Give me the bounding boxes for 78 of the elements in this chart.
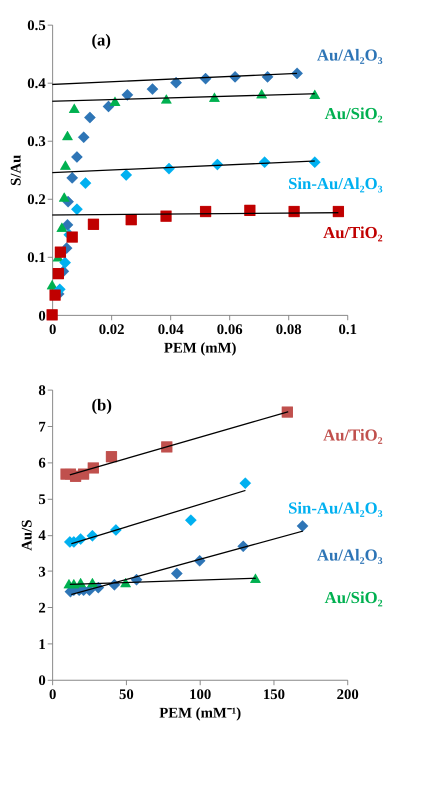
annotation: (a) xyxy=(91,30,111,50)
x-tick-label: 50 xyxy=(119,686,134,703)
point xyxy=(60,160,71,170)
point xyxy=(62,130,73,140)
x-tick-label: 150 xyxy=(262,686,286,703)
point xyxy=(88,218,100,230)
point xyxy=(288,206,300,218)
point xyxy=(296,520,308,532)
series-label: Au/Al₂O₃ xyxy=(316,545,383,564)
point xyxy=(84,112,96,124)
x-tick-label: 0.06 xyxy=(216,322,243,338)
point xyxy=(58,192,70,202)
y-tick-label: 3 xyxy=(38,564,46,580)
series-label: Au/TiO₂ xyxy=(323,426,383,445)
x-tick-label: 0.02 xyxy=(98,322,125,338)
y-tick-label: 0 xyxy=(38,308,46,324)
point xyxy=(110,96,120,106)
point xyxy=(66,231,78,243)
x-tick-label: 0 xyxy=(48,322,56,338)
y-axis-title: S/Au xyxy=(8,154,24,186)
point xyxy=(282,406,293,418)
x-axis-title: PEM (mM⁻¹) xyxy=(159,706,242,722)
point xyxy=(308,156,321,168)
point xyxy=(184,514,197,526)
point xyxy=(54,246,66,258)
y-tick-label: 0.5 xyxy=(27,18,46,34)
series-label: Sin-Au/Al₂O₃ xyxy=(288,174,383,193)
y-axis-title: Au/S xyxy=(19,520,36,551)
point xyxy=(120,169,132,181)
point xyxy=(68,104,80,113)
x-tick-label: 0 xyxy=(48,686,56,703)
x-tick-label: 100 xyxy=(189,686,212,703)
annotation: (b) xyxy=(91,395,112,414)
y-tick-label: 7 xyxy=(38,419,46,436)
y-tick-label: 8 xyxy=(38,383,46,400)
point xyxy=(170,76,182,89)
y-tick-label: 0.1 xyxy=(27,250,46,266)
point xyxy=(71,203,83,216)
x-tick-label: 0.1 xyxy=(338,322,357,338)
point xyxy=(46,280,58,290)
point xyxy=(309,90,320,100)
point xyxy=(106,451,118,462)
y-tick-label: 0 xyxy=(38,673,46,690)
y-tick-label: 2 xyxy=(38,600,46,617)
point xyxy=(78,131,90,144)
x-tick-label: 200 xyxy=(336,686,359,703)
point xyxy=(332,206,344,218)
point xyxy=(56,222,68,232)
y-tick-label: 0.3 xyxy=(27,134,46,150)
x-axis-title: PEM (mM) xyxy=(164,340,237,357)
point xyxy=(52,268,64,280)
point xyxy=(80,177,92,189)
x-tick-label: 0.04 xyxy=(158,322,184,338)
point xyxy=(71,151,83,163)
series-label: Au/TiO₂ xyxy=(323,223,383,242)
point xyxy=(160,94,172,104)
point xyxy=(62,219,74,231)
series-label: Au/SiO₂ xyxy=(324,104,383,123)
y-tick-label: 6 xyxy=(38,456,46,472)
point xyxy=(46,309,58,320)
text: Sin-Au/Al₂O₃ xyxy=(288,498,383,518)
point xyxy=(122,89,134,101)
y-tick-label: 4 xyxy=(38,528,46,544)
point xyxy=(239,477,252,490)
text: Au/SiO₂ xyxy=(324,588,383,607)
series-label: Au/Al₂O₃ xyxy=(316,46,383,65)
y-tick-label: 0.2 xyxy=(27,192,46,208)
x-tick-label: 0.08 xyxy=(276,322,302,338)
y-tick-label: 1 xyxy=(38,636,46,653)
point xyxy=(291,68,303,80)
point xyxy=(49,289,61,301)
y-tick-label: 0.4 xyxy=(27,76,46,92)
point xyxy=(66,172,78,184)
point xyxy=(59,256,71,268)
y-tick-label: 5 xyxy=(38,492,46,508)
point xyxy=(170,568,183,580)
point xyxy=(146,83,158,95)
point xyxy=(126,214,137,226)
